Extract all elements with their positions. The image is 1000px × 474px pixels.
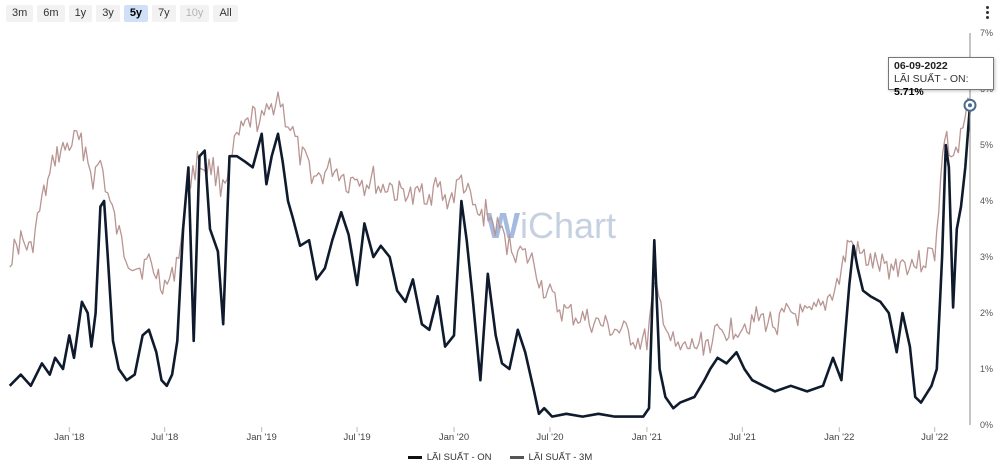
series-line-on bbox=[8, 105, 972, 418]
legend-item-3m[interactable]: LÃI SUẤT - 3M bbox=[509, 452, 593, 463]
chart-tooltip: 06-09-2022 LÃI SUẤT - ON: 5.71% bbox=[888, 57, 994, 98]
legend-swatch bbox=[407, 456, 422, 459]
x-tick-label: Jul '19 bbox=[343, 432, 370, 443]
legend-label: LÃI SUẤT - 3M bbox=[528, 452, 593, 463]
x-tick-label: Jul '18 bbox=[151, 432, 178, 443]
tooltip-date: 06-09-2022 bbox=[894, 60, 948, 72]
x-tick-label: Jul '20 bbox=[536, 432, 563, 443]
tooltip-series-label: LÃI SUẤT - ON: bbox=[894, 73, 969, 85]
y-tick-label: 4% bbox=[980, 196, 993, 206]
hover-marker-dot bbox=[968, 103, 972, 108]
watermark-logo: WiChart bbox=[486, 205, 616, 247]
tooltip-value-line: LÃI SUẤT - ON: 5.71% bbox=[894, 73, 988, 99]
y-tick-label: 2% bbox=[980, 308, 993, 318]
range-button-3y[interactable]: 3y bbox=[96, 5, 120, 22]
legend-item-on[interactable]: LÃI SUẤT - ON bbox=[407, 452, 492, 463]
x-tick-label: Jan '20 bbox=[439, 432, 469, 443]
x-tick-label: Jan '18 bbox=[54, 432, 84, 443]
range-button-3m[interactable]: 3m bbox=[6, 5, 34, 22]
x-tick-label: Jan '22 bbox=[824, 432, 854, 443]
x-tick-label: Jul '21 bbox=[729, 432, 756, 443]
y-tick-label: 3% bbox=[980, 252, 993, 262]
x-tick-label: Jan '19 bbox=[246, 432, 276, 443]
chart-legend: LÃI SUẤT - ON LÃI SUẤT - 3M bbox=[0, 452, 1000, 463]
watermark-text: iChart bbox=[519, 205, 617, 246]
range-button-1y[interactable]: 1y bbox=[68, 5, 93, 22]
watermark-letter: W bbox=[486, 205, 520, 246]
range-button-7y[interactable]: 7y bbox=[152, 5, 176, 22]
chart-menu-icon[interactable] bbox=[984, 6, 990, 19]
y-tick-label: 7% bbox=[980, 28, 993, 38]
legend-swatch bbox=[509, 456, 524, 459]
series-line-3m bbox=[9, 91, 971, 356]
y-tick-label: 1% bbox=[980, 364, 993, 374]
range-button-5y[interactable]: 5y bbox=[123, 5, 149, 22]
y-tick-label: 0% bbox=[980, 420, 993, 430]
legend-label: LÃI SUẤT - ON bbox=[426, 452, 492, 463]
range-button-all[interactable]: All bbox=[213, 5, 238, 22]
y-tick-label: 5% bbox=[980, 140, 993, 150]
x-tick-label: Jan '21 bbox=[632, 432, 662, 443]
tooltip-value: 5.71% bbox=[894, 86, 924, 98]
range-selector: 3m 6m 1y 3y 5y 7y 10y All bbox=[6, 5, 238, 22]
x-tick-label: Jul '22 bbox=[921, 432, 948, 443]
range-button-6m[interactable]: 6m bbox=[37, 5, 65, 22]
range-button-10y[interactable]: 10y bbox=[179, 5, 210, 22]
